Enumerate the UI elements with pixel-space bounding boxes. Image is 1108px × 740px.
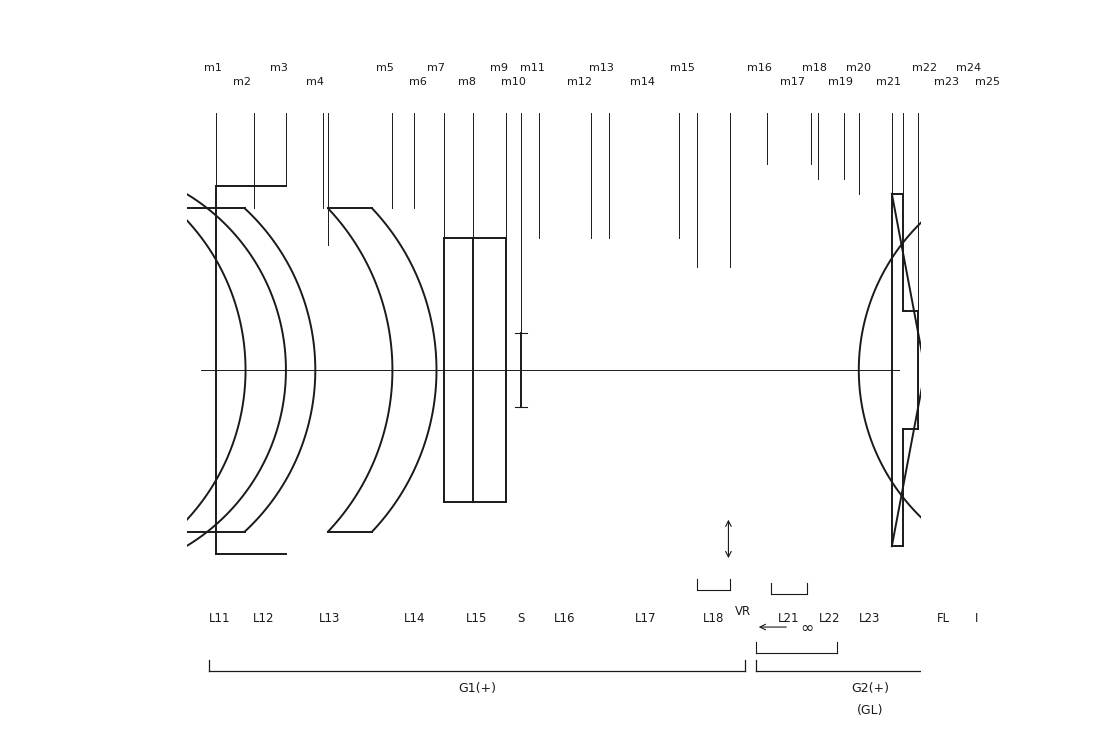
- Text: L12: L12: [253, 613, 275, 625]
- Text: m25: m25: [975, 77, 999, 87]
- Text: m18: m18: [802, 63, 828, 73]
- Text: $\infty$: $\infty$: [800, 619, 813, 635]
- Text: m21: m21: [875, 77, 901, 87]
- Text: S: S: [517, 613, 524, 625]
- Text: m8: m8: [459, 77, 476, 87]
- Text: m1: m1: [204, 63, 222, 73]
- Text: m17: m17: [780, 77, 806, 87]
- Text: I: I: [975, 613, 978, 625]
- Text: m19: m19: [828, 77, 853, 87]
- Text: m11: m11: [520, 63, 544, 73]
- Text: L13: L13: [319, 613, 340, 625]
- Text: L15: L15: [466, 613, 488, 625]
- Text: m12: m12: [567, 77, 592, 87]
- Text: m5: m5: [376, 63, 394, 73]
- Text: L22: L22: [819, 613, 840, 625]
- Text: m20: m20: [847, 63, 871, 73]
- Text: m16: m16: [747, 63, 772, 73]
- Text: m22: m22: [912, 63, 937, 73]
- Text: m23: m23: [934, 77, 960, 87]
- Text: (GL): (GL): [856, 704, 883, 717]
- Text: G2(+): G2(+): [851, 682, 889, 695]
- Text: L18: L18: [704, 613, 725, 625]
- Text: m6: m6: [409, 77, 427, 87]
- Text: m4: m4: [306, 77, 325, 87]
- Text: m3: m3: [269, 63, 287, 73]
- Text: L11: L11: [209, 613, 230, 625]
- Text: m13: m13: [589, 63, 614, 73]
- Text: m10: m10: [501, 77, 526, 87]
- Text: m24: m24: [956, 63, 982, 73]
- Text: L21: L21: [778, 613, 800, 625]
- Text: L23: L23: [859, 613, 881, 625]
- Text: m15: m15: [670, 63, 695, 73]
- Text: VR: VR: [735, 605, 751, 618]
- Text: m9: m9: [490, 63, 507, 73]
- Text: L17: L17: [635, 613, 657, 625]
- Text: L16: L16: [554, 613, 576, 625]
- Text: m7: m7: [428, 63, 445, 73]
- Text: FL: FL: [936, 613, 950, 625]
- Text: G1(+): G1(+): [458, 682, 496, 695]
- Text: L14: L14: [403, 613, 425, 625]
- Text: m2: m2: [233, 77, 250, 87]
- Text: m14: m14: [629, 77, 655, 87]
